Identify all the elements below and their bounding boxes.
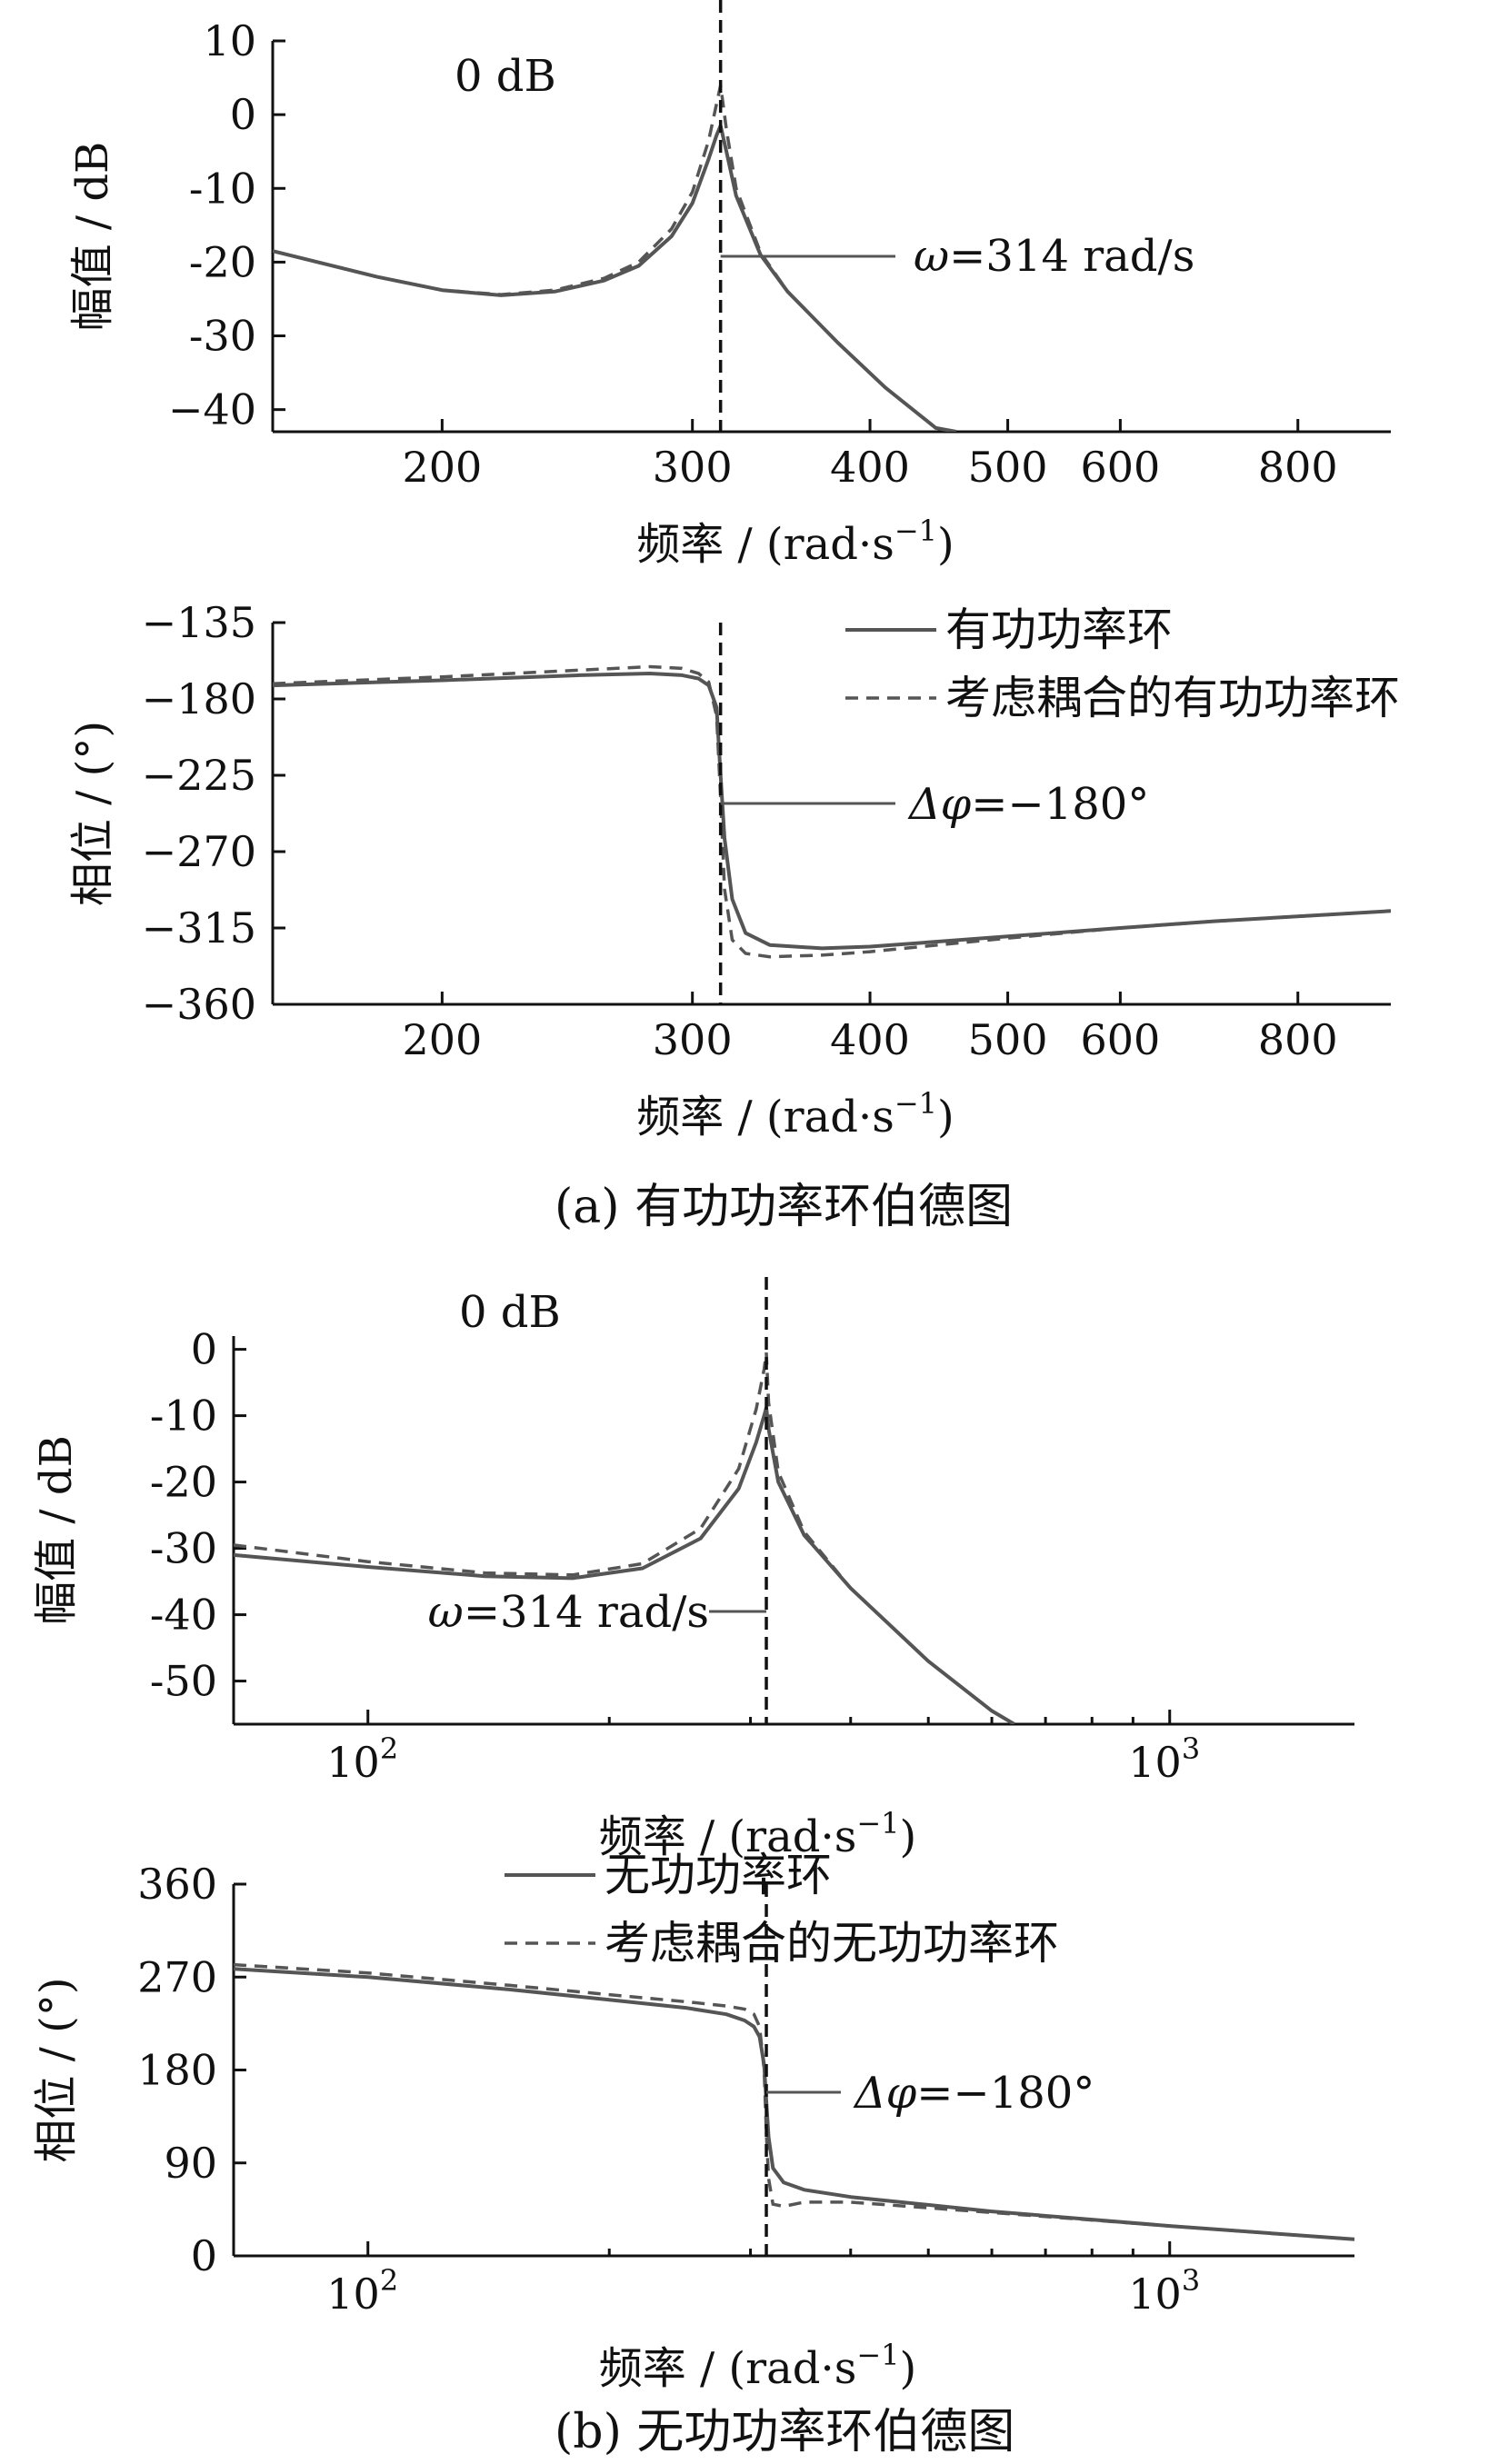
x-tick-label: 102 [326, 1731, 398, 1787]
x-tick-label: 200 [402, 1015, 482, 1064]
series-solid-line [273, 124, 957, 432]
y-tick-label: -20 [150, 1458, 217, 1507]
x-tick-label: 500 [968, 443, 1048, 492]
delta-phi-label: Δφ=−180° [907, 779, 1149, 830]
legend-a-dashed-label: 考虑耦合的有功功率环 [945, 672, 1400, 724]
x-tick-label: 600 [1080, 443, 1160, 492]
x-tick-label: 103 [1128, 2263, 1200, 2319]
caption-a: (a) 有功功率环伯德图 [555, 1180, 1013, 1234]
y-tick-label: −270 [142, 827, 256, 876]
zero-db-label: 0 dB [459, 1287, 561, 1338]
y-tick-label: −360 [142, 980, 256, 1029]
y-tick-label: -20 [189, 237, 256, 286]
x-axis-label: 频率 / (rad·s−1) [636, 514, 954, 570]
y-tick-label: -30 [150, 1524, 217, 1573]
plot-b-phase: 360 270 180 90 0 102 103 频率 / (rad·s−1) 相位 / (°)… [31, 1860, 1354, 2394]
delta-phi-label: Δφ=−180° [853, 2068, 1094, 2119]
zero-db-label: 0 dB [455, 51, 556, 102]
y-axis-label: 幅值 / dB [31, 1435, 82, 1625]
plot-b-magnitude: 0 -10 -20 -30 -40 -50 102 103 频率 / (rad·s−1) 幅值 /… [31, 1277, 1354, 1862]
series-dashed-line [273, 85, 789, 296]
x-axis-label: 频率 / (rad·s−1) [599, 1806, 917, 1862]
legend-b: 无功功率环 考虑耦合的无功功率环 [505, 1849, 1059, 1970]
x-tick-label: 102 [326, 2263, 398, 2319]
y-tick-label: −315 [142, 903, 256, 953]
y-tick-label: 360 [137, 1860, 217, 1909]
series-dashed-line [234, 1352, 853, 1590]
x-tick-label: 200 [402, 443, 482, 492]
legend-b-solid-label: 无功功率环 [605, 1849, 832, 1901]
y-tick-label: 0 [191, 1325, 217, 1374]
y-axis-label: 相位 / (°) [67, 721, 118, 906]
x-tick-label: 400 [830, 443, 910, 492]
legend-b-dashed-label: 考虑耦合的无功功率环 [605, 1917, 1059, 1970]
omega-label: ω=314 rad/s [428, 1587, 709, 1638]
x-tick-label: 800 [1258, 1015, 1338, 1064]
x-tick-label: 400 [830, 1015, 910, 1064]
x-tick-label: 300 [653, 1015, 733, 1064]
caption-b: (b) 无功功率环伯德图 [555, 2405, 1014, 2459]
omega-label: ω=314 rad/s [914, 231, 1194, 282]
x-tick-label: 800 [1258, 443, 1338, 492]
y-tick-label: −40 [168, 385, 256, 434]
y-tick-label: 0 [191, 2231, 217, 2280]
y-tick-label: -40 [150, 1591, 217, 1640]
x-tick-label: 500 [968, 1015, 1048, 1064]
y-tick-label: 90 [164, 2139, 217, 2188]
x-tick-label: 103 [1128, 1731, 1200, 1787]
series-dashed-line [234, 1962, 1354, 2241]
series-solid-line [234, 1967, 1354, 2241]
x-tick-label: 300 [653, 443, 733, 492]
y-tick-label: -10 [189, 164, 256, 213]
x-tick-label: 600 [1080, 1015, 1160, 1064]
plot-a-magnitude: 10 0 -10 -20 -30 −40 200 300 400 500 600 800 频率 / (r… [67, 0, 1391, 570]
y-tick-label: 270 [137, 1952, 217, 2001]
y-tick-label: −225 [142, 751, 256, 800]
legend-a-solid-label: 有功功率环 [945, 604, 1173, 656]
x-axis-label: 频率 / (rad·s−1) [636, 1086, 954, 1142]
series-solid-line [273, 672, 1391, 951]
y-tick-label: 180 [137, 2046, 217, 2095]
y-tick-label: 0 [230, 90, 256, 139]
x-axis-label: 频率 / (rad·s−1) [599, 2338, 917, 2394]
y-axis-label: 相位 / (°) [31, 1977, 82, 2162]
legend-a: 有功功率环 考虑耦合的有功功率环 [845, 604, 1400, 724]
series-dashed-line [273, 664, 1391, 959]
y-tick-label: -50 [150, 1657, 217, 1706]
plot-a-phase: −135 −180 −225 −270 −315 −360 200 300 400 500 600 8… [67, 598, 1391, 1142]
y-tick-label: 10 [203, 16, 256, 65]
y-tick-label: -10 [150, 1392, 217, 1441]
y-tick-label: −135 [142, 598, 256, 647]
y-tick-label: -30 [189, 312, 256, 361]
y-tick-label: −180 [142, 674, 256, 723]
series-solid-line [234, 1405, 1015, 1724]
y-axis-label: 幅值 / dB [67, 142, 118, 332]
